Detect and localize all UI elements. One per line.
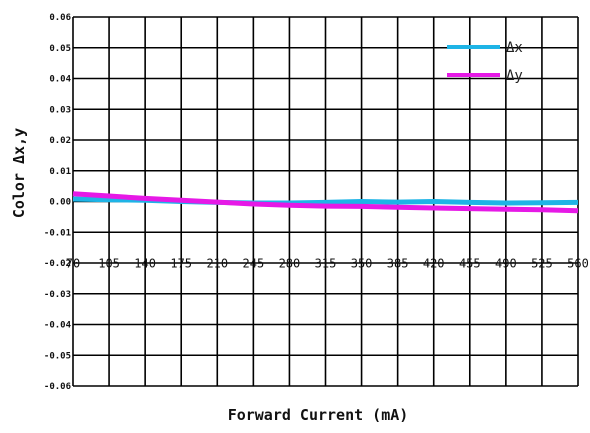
legend: Δx Δy	[447, 40, 523, 84]
series-group	[72, 191, 579, 214]
y-tick-label: -0.05	[44, 351, 71, 361]
x-tick-label: 525	[531, 257, 553, 271]
y-tick-labels: 0.06 0.05 0.04 0.03 0.02 0.01 0.00 -0.01 -0.02 -0…	[44, 13, 72, 392]
y-tick-label: -0.04	[44, 321, 72, 331]
y-tick-label: 0.00	[49, 198, 71, 208]
x-tick-label: 455	[459, 257, 481, 271]
x-tick-label: 315	[315, 257, 337, 271]
y-tick-label: 0.03	[49, 105, 71, 115]
y-axis-label: Color Δx,y	[10, 128, 28, 218]
x-tick-label: 560	[567, 257, 589, 271]
x-tick-label: 420	[423, 257, 445, 271]
legend-label: Δy	[506, 68, 523, 84]
y-tick-label: 0.06	[49, 13, 71, 23]
y-tick-label: -0.06	[44, 382, 71, 392]
x-tick-label: 245	[243, 257, 265, 271]
x-tick-label: 140	[134, 257, 156, 271]
y-tick-label: 0.02	[49, 136, 71, 146]
x-tick-label: 280	[279, 257, 301, 271]
legend-label: Δx	[506, 40, 523, 56]
x-tick-label: 210	[206, 257, 228, 271]
x-tick-label: 490	[495, 257, 517, 271]
y-tick-label: -0.03	[44, 290, 71, 300]
y-tick-label: 0.04	[49, 75, 71, 85]
y-tick-label: 0.05	[49, 44, 71, 54]
y-tick-label: 0.01	[49, 167, 71, 177]
x-tick-label: 385	[387, 257, 409, 271]
x-tick-label: 105	[98, 257, 120, 271]
x-tick-labels: 70 105 140 175 210 245 280 315 350 385 420 455 490 52…	[66, 257, 589, 271]
y-tick-label: -0.02	[44, 259, 71, 269]
x-axis-label: Forward Current (mA)	[228, 406, 409, 424]
y-tick-label: -0.01	[44, 228, 71, 238]
x-tick-label: 175	[170, 257, 192, 271]
x-tick-label: 350	[351, 257, 373, 271]
x-tick-label: 70	[66, 257, 80, 271]
series-line-dy	[72, 191, 579, 214]
